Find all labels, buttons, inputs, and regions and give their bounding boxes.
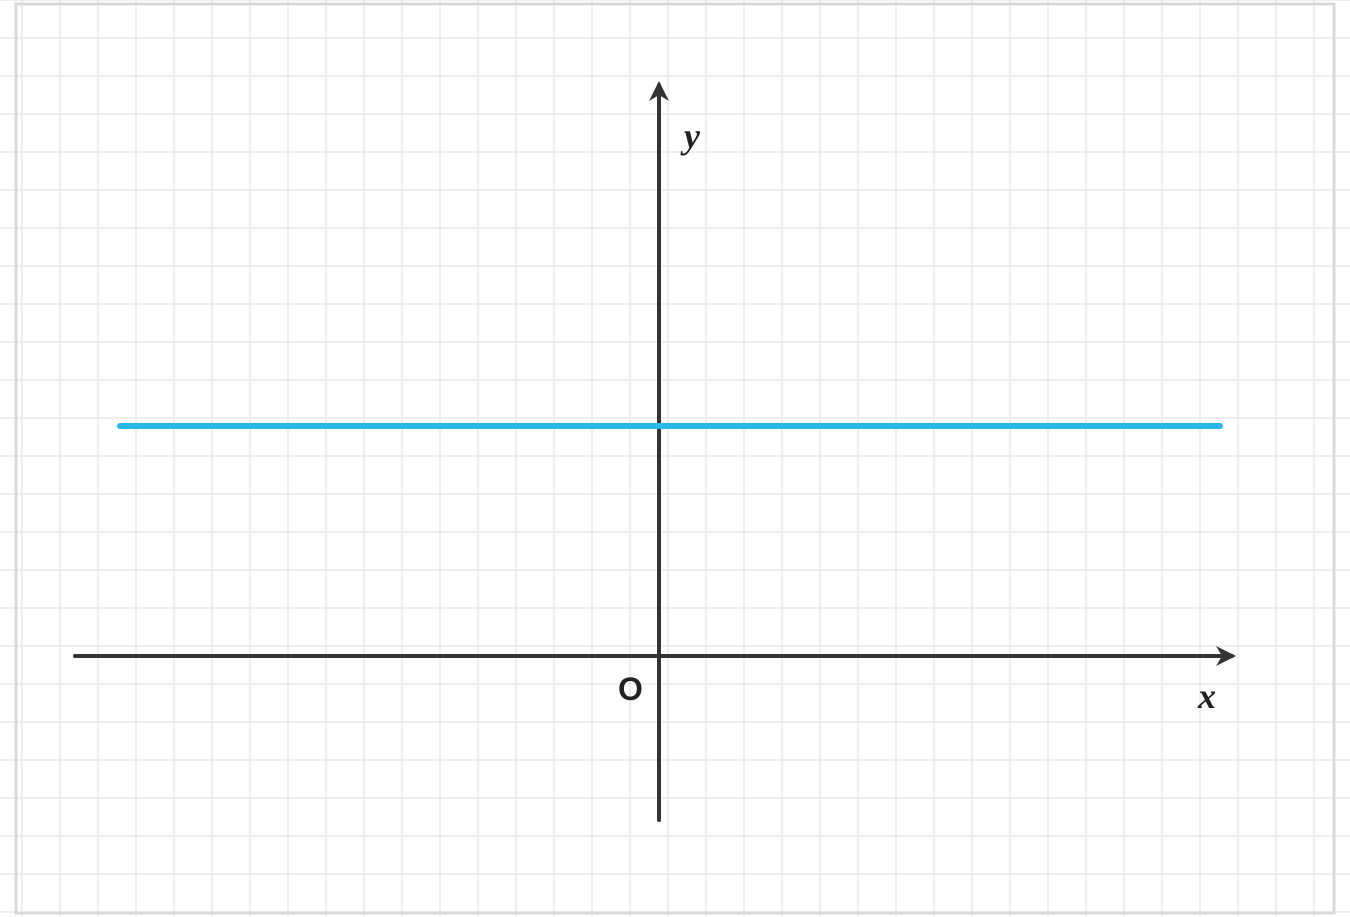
x-axis-label: x [1197, 676, 1216, 716]
chart-svg: x y O [0, 0, 1350, 917]
chart-background [0, 0, 1350, 917]
origin-label: O [618, 671, 643, 707]
y-axis-label: y [680, 116, 701, 156]
coordinate-plane-chart: x y O [0, 0, 1350, 917]
